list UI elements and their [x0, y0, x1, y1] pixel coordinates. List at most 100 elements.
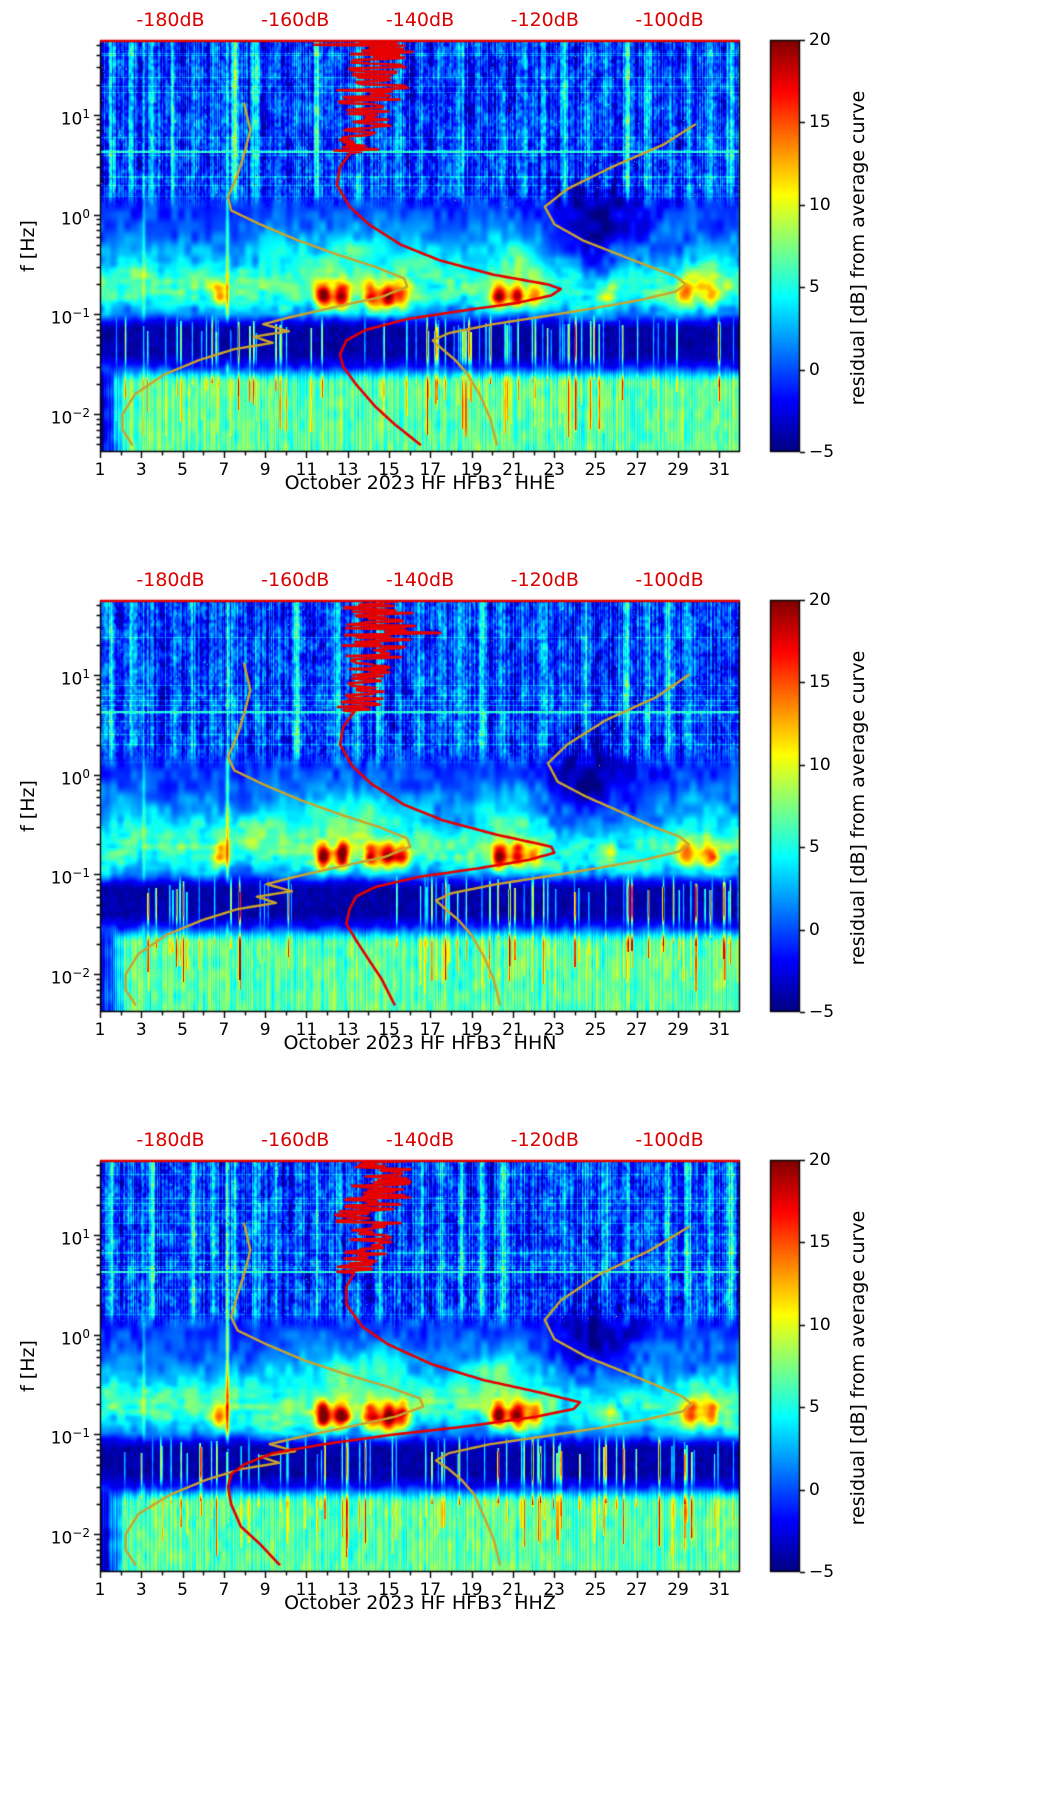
x-axis-label: October 2023 HF HFB3 HHE — [284, 472, 556, 494]
x-tick-label: 13 — [336, 1020, 359, 1040]
x-tick-label: 13 — [336, 1580, 359, 1600]
colorbar-tick-label: 15 — [809, 112, 831, 133]
x-tick-label: 27 — [625, 1020, 648, 1040]
top-db-tick-label: -100dB — [635, 1129, 704, 1151]
x-tick-label: 11 — [295, 1020, 318, 1040]
y-tick-label: 101 — [60, 1226, 90, 1250]
y-tick-label: 10−1 — [50, 866, 90, 890]
y-tick-label: 10−2 — [50, 406, 90, 430]
x-tick-label: 1 — [94, 460, 106, 480]
colorbar-label: residual [dB] from average curve — [847, 1210, 869, 1526]
x-tick-label: 29 — [667, 1020, 689, 1040]
x-tick-label: 31 — [708, 1020, 731, 1040]
x-tick-label: 17 — [419, 1020, 442, 1040]
spectrogram-panel-hhe: -180dB -160dB -140dB -120dB -100dB 101 100 10−… — [0, 0, 1052, 560]
colorbar-tick-label: 10 — [809, 194, 831, 215]
x-tick-label: 23 — [543, 1020, 565, 1040]
x-tick-label: 15 — [378, 460, 400, 480]
x-tick-label: 21 — [502, 1580, 524, 1600]
x-tick-label: 3 — [135, 1580, 147, 1600]
spectrogram-canvas-hhe — [0, 0, 1052, 560]
y-tick-label: 10−2 — [50, 966, 90, 990]
x-tick-label: 13 — [336, 460, 359, 480]
y-tick-label: 100 — [60, 206, 90, 230]
y-axis-label: f [Hz] — [17, 1340, 39, 1392]
x-tick-label: 15 — [378, 1020, 400, 1040]
spectrogram-panel-hhz: -180dB -160dB -140dB -120dB -100dB 101 100 10−… — [0, 1120, 1052, 1680]
x-tick-label: 15 — [378, 1580, 400, 1600]
x-tick-label: 11 — [295, 1580, 318, 1600]
top-db-tick-label: -140dB — [385, 9, 455, 31]
top-db-tick-label: -180dB — [136, 9, 205, 31]
top-db-tick-label: -140dB — [385, 569, 455, 591]
colorbar-label: residual [dB] from average curve — [847, 90, 869, 406]
colorbar-tick-label: 20 — [809, 590, 831, 610]
x-tick-label: 1 — [94, 1580, 106, 1600]
x-tick-label: 29 — [667, 1580, 689, 1600]
spectrogram-canvas-hhz — [0, 1120, 1052, 1680]
x-tick-label: 19 — [460, 1580, 483, 1600]
colorbar-tick-label: 5 — [809, 277, 820, 298]
top-db-tick-label: -160dB — [261, 9, 330, 31]
x-tick-label: 7 — [218, 1580, 230, 1600]
x-tick-label: 25 — [584, 1020, 607, 1040]
y-tick-label: 100 — [60, 766, 90, 790]
y-tick-label: 10−1 — [50, 1426, 90, 1450]
top-db-tick-label: -160dB — [261, 1129, 330, 1151]
colorbar-tick-label: 10 — [809, 754, 831, 775]
x-tick-label: 25 — [584, 1580, 607, 1600]
top-db-tick-label: -180dB — [136, 569, 205, 591]
colorbar-label: residual [dB] from average curve — [847, 650, 869, 966]
top-db-tick-label: -120dB — [510, 569, 579, 591]
top-db-tick-label: -180dB — [136, 1129, 205, 1151]
spectrogram-panel-hhn: -180dB -160dB -140dB -120dB -100dB 101 100 10−… — [0, 560, 1052, 1120]
x-tick-label: 9 — [259, 1580, 271, 1600]
y-tick-label: 101 — [60, 666, 90, 690]
colorbar-tick-label: −5 — [809, 442, 835, 462]
x-tick-label: 17 — [419, 1580, 442, 1600]
top-db-tick-label: -100dB — [635, 9, 704, 31]
colorbar-tick-label: 5 — [809, 1397, 820, 1418]
x-tick-label: 19 — [460, 460, 483, 480]
x-tick-label: 23 — [543, 1580, 565, 1600]
colorbar-tick-label: 0 — [809, 919, 820, 940]
colorbar-tick-label: 0 — [809, 1479, 820, 1500]
x-tick-label: 27 — [625, 1580, 648, 1600]
x-tick-label: 5 — [177, 1580, 188, 1600]
x-tick-label: 29 — [667, 460, 689, 480]
x-tick-label: 11 — [295, 460, 318, 480]
x-tick-label: 9 — [259, 460, 271, 480]
x-tick-label: 21 — [502, 460, 524, 480]
colorbar-tick-label: 0 — [809, 359, 820, 380]
y-axis-label: f [Hz] — [17, 220, 39, 272]
colorbar-tick-label: 10 — [809, 1314, 831, 1335]
x-tick-label: 23 — [543, 460, 565, 480]
x-tick-label: 7 — [218, 460, 230, 480]
x-tick-label: 5 — [177, 460, 188, 480]
y-tick-label: 100 — [60, 1326, 90, 1350]
spectrogram-canvas-hhn — [0, 560, 1052, 1120]
y-tick-label: 10−2 — [50, 1526, 90, 1550]
x-axis-label: October 2023 HF HFB3 HHZ — [284, 1592, 556, 1614]
x-tick-label: 31 — [708, 460, 731, 480]
x-tick-label: 1 — [94, 1020, 106, 1040]
colorbar-tick-label: −5 — [809, 1002, 835, 1022]
x-tick-label: 19 — [460, 1020, 483, 1040]
top-db-tick-label: -100dB — [635, 569, 704, 591]
colorbar-tick-label: −5 — [809, 1562, 835, 1582]
colorbar-tick-label: 15 — [809, 1232, 831, 1253]
x-tick-label: 5 — [177, 1020, 188, 1040]
x-tick-label: 27 — [625, 460, 648, 480]
top-db-tick-label: -120dB — [510, 9, 579, 31]
colorbar-tick-label: 15 — [809, 672, 831, 693]
x-tick-label: 31 — [708, 1580, 731, 1600]
colorbar-tick-label: 20 — [809, 30, 831, 50]
colorbar-tick-label: 5 — [809, 837, 820, 858]
colorbar-tick-label: 20 — [809, 1150, 831, 1170]
top-db-tick-label: -120dB — [510, 1129, 579, 1151]
x-tick-label: 3 — [135, 460, 147, 480]
y-tick-label: 101 — [60, 106, 90, 130]
x-tick-label: 9 — [259, 1020, 271, 1040]
x-tick-label: 25 — [584, 460, 607, 480]
